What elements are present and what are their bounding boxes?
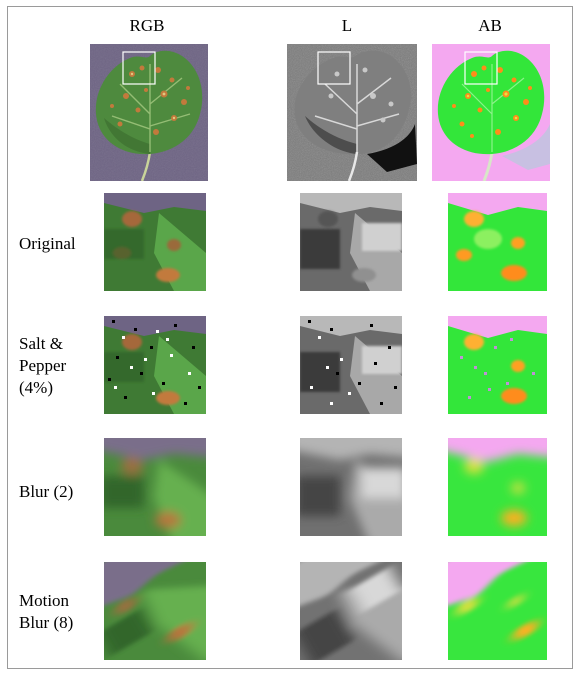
tile-blur-rgb xyxy=(104,438,206,536)
row-label-motion-blur: Motion Blur (8) xyxy=(19,591,74,632)
tile-salt-pepper-rgb xyxy=(104,316,206,414)
column-header-l: L xyxy=(341,16,353,35)
tile-motion-blur-ab xyxy=(448,562,547,660)
tile-original-l xyxy=(300,193,402,291)
tile-motion-blur-rgb xyxy=(104,562,206,660)
tile-salt-pepper-ab xyxy=(448,316,547,414)
tile-salt-pepper-l xyxy=(300,316,402,414)
tile-blur-l xyxy=(300,438,402,536)
tile-motion-blur-l xyxy=(300,562,402,660)
row-label-original: Original xyxy=(19,234,76,253)
column-header-rgb: RGB xyxy=(129,16,165,35)
row-label-salt-pepper: Salt & Pepper (4%) xyxy=(19,334,67,397)
tile-original-ab xyxy=(448,193,547,291)
leaf-image-rgb xyxy=(90,44,208,181)
tile-blur-ab xyxy=(448,438,547,536)
leaf-image-ab xyxy=(432,44,550,181)
column-header-ab: AB xyxy=(478,16,502,35)
row-label-blur: Blur (2) xyxy=(19,482,74,501)
figure-frame xyxy=(7,6,573,669)
tile-original-rgb xyxy=(104,193,206,291)
leaf-image-l xyxy=(287,44,417,181)
